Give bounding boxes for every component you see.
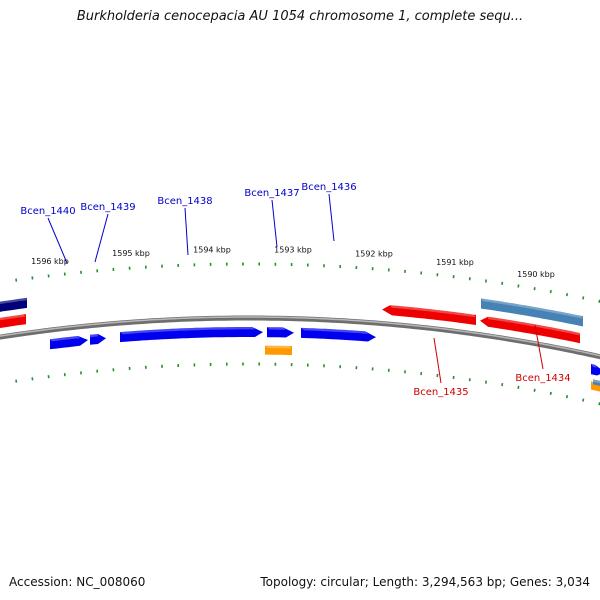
feature-orange-1437-body — [265, 345, 292, 356]
tick-label: 1594 kbp — [193, 245, 231, 254]
feature-edge-steel-shine — [593, 379, 600, 384]
minor-tick — [549, 289, 552, 294]
tick-label: 1592 kbp — [355, 250, 393, 259]
feature-track — [0, 297, 600, 392]
leader-line — [433, 337, 442, 384]
feature-steel-1434-body — [481, 298, 583, 327]
accession-label: Accession: NC_008060 — [9, 575, 146, 589]
gene-bcen-1435-shine — [390, 305, 476, 318]
gene-bcen-1434-shine — [488, 316, 580, 336]
feature-edge-navy-shine — [0, 297, 27, 305]
feature-steel-1434 — [481, 298, 583, 327]
gene-edge-reverse — [0, 314, 26, 328]
gene-label[interactable]: Bcen_1440 — [20, 206, 75, 217]
leader-line — [328, 193, 335, 242]
chromosome-backbone — [0, 315, 600, 360]
gene-bcen-1438-shine — [120, 327, 255, 335]
gene-bcen-1438-body — [120, 327, 263, 343]
gene-bcen-1436 — [301, 327, 376, 342]
gene-edge-forward — [591, 363, 600, 376]
gene-label[interactable]: Bcen_1439 — [80, 202, 135, 213]
gene-bcen-1440-shine — [50, 336, 80, 342]
gene-label[interactable]: Bcen_1437 — [244, 188, 299, 199]
feature-edge-navy-body — [0, 297, 27, 312]
outer-tick-track — [15, 262, 600, 303]
gene-bcen-1439-body — [90, 334, 106, 345]
leader-line — [47, 217, 68, 264]
gene-bcen-1439 — [90, 334, 106, 345]
gene-bcen-1434-body — [480, 316, 580, 344]
feature-edge-steel — [593, 379, 600, 386]
gene-bcen-1438 — [120, 327, 263, 343]
leader-line — [271, 199, 278, 248]
minor-tick — [582, 398, 585, 402]
leader-line — [94, 213, 109, 263]
minor-tick — [549, 391, 552, 396]
backbone-line — [0, 315, 600, 360]
gene-bcen-1434 — [480, 316, 580, 344]
tick-label: 1590 kbp — [517, 270, 555, 279]
minor-tick — [582, 296, 585, 300]
gene-bcen-1437-body — [267, 327, 294, 338]
gene-bcen-1440-body — [50, 336, 88, 350]
feature-edge-steel-body — [593, 379, 600, 386]
feature-orange-1437 — [265, 345, 292, 356]
minor-tick — [533, 287, 536, 291]
gene-bcen-1439-shine — [90, 334, 98, 338]
gene-label[interactable]: Bcen_1434 — [515, 373, 570, 384]
leader-line — [534, 324, 544, 370]
gene-bcen-1440 — [50, 336, 88, 350]
minor-tick — [517, 385, 520, 390]
minor-tick — [565, 293, 569, 297]
leader-line — [184, 207, 189, 256]
tick-label: 1591 kbp — [436, 258, 474, 267]
tick-label: 1595 kbp — [112, 249, 150, 258]
label-leaders — [47, 193, 544, 384]
gene-label[interactable]: Bcen_1436 — [301, 182, 356, 193]
genome-summary: Topology: circular; Length: 3,294,563 bp… — [260, 575, 590, 589]
tick-label: 1593 kbp — [274, 246, 312, 255]
feature-steel-1434-shine — [481, 298, 583, 319]
gene-bcen-1435 — [382, 305, 476, 325]
tick-label: 1596 kbp — [31, 257, 69, 266]
gene-label[interactable]: Bcen_1435 — [413, 387, 468, 398]
feature-edge-navy — [0, 297, 27, 312]
feature-orange-1437-shine — [265, 345, 292, 349]
minor-tick — [565, 395, 569, 399]
gene-bcen-1436-body — [301, 327, 376, 342]
gene-edge-reverse-shine — [0, 314, 26, 321]
backbone-highlight — [0, 316, 600, 357]
inner-tick-track — [15, 362, 600, 406]
gene-edge-forward-body — [591, 363, 600, 376]
gene-edge-reverse-body — [0, 314, 26, 328]
label-layer: 1596 kbp 1595 kbp 1594 kbp 1593 kbp 1592 kbp… — [20, 182, 570, 398]
gene-bcen-1435-body — [382, 305, 476, 325]
gene-label[interactable]: Bcen_1438 — [157, 196, 212, 207]
gene-bcen-1437 — [267, 327, 294, 338]
minor-tick — [533, 388, 536, 392]
gene-edge-forward-shine — [591, 363, 597, 368]
map-title: Burkholderia cenocepacia AU 1054 chromos… — [76, 9, 524, 24]
gene-bcen-1436-shine — [301, 327, 368, 334]
gene-bcen-1437-shine — [267, 327, 286, 330]
